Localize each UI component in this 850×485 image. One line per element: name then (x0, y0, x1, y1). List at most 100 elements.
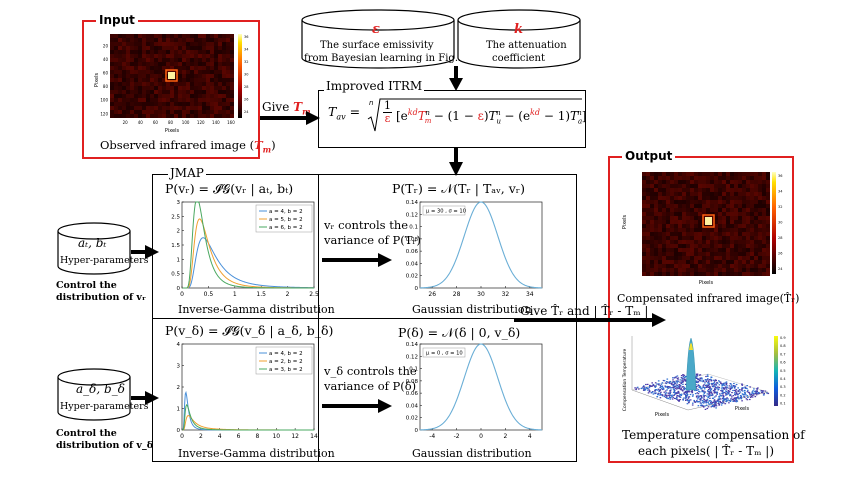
heatmap-cell (658, 236, 662, 240)
heatmap-cell (662, 220, 666, 224)
heatmap-cell (158, 58, 162, 62)
surface-point (725, 383, 728, 386)
surface-point (670, 383, 673, 385)
surface-point (683, 392, 686, 394)
surface-colorbar-tick: 0.1 (780, 402, 786, 406)
heatmap-cell (182, 90, 186, 94)
heatmap-cell (702, 180, 706, 184)
surface-point (730, 394, 732, 396)
itrm-bracket-expression: [ekdTmn − (1 − ε)Tun − (ekd − 1)Tan] (396, 108, 587, 126)
heatmap-cell (658, 260, 662, 264)
heatmap-cell (686, 188, 690, 192)
heatmap-cell (690, 208, 694, 212)
surface-point (766, 392, 768, 394)
heatmap-cell (702, 220, 706, 224)
heatmap-cell (666, 212, 670, 216)
heatmap-cell (230, 58, 234, 62)
heatmap-cell (190, 34, 194, 38)
heatmap-cell (174, 94, 178, 98)
surface-point (708, 383, 711, 385)
arrow-bottom-label: v_δ controls the variance of P(δ) (324, 364, 417, 393)
heatmap-cell (658, 176, 662, 180)
surface-point (672, 377, 674, 379)
heatmap-cell (674, 184, 678, 188)
heatmap-cell (754, 232, 758, 236)
chart-xtick-label: 6 (237, 433, 241, 440)
heatmap-cell (686, 184, 690, 188)
chart-xtick-label: 30 (477, 291, 485, 298)
surface-point (650, 391, 653, 394)
chart-ytick-label: 0.02 (406, 274, 418, 280)
heatmap-cell (758, 192, 762, 196)
heatmap-cell (730, 264, 734, 268)
heatmap-cell (726, 176, 730, 180)
heatmap-cell (214, 50, 218, 54)
surface-point (662, 388, 665, 390)
heatmap-cell (646, 188, 650, 192)
heatmap-cell (138, 102, 142, 106)
heatmap-cell (710, 224, 714, 228)
heatmap-cell (722, 264, 726, 268)
heatmap-cell (642, 172, 646, 176)
surface-point (729, 393, 731, 396)
heatmap-cell (738, 216, 742, 220)
heatmap-cell (746, 200, 750, 204)
heatmap-cell (194, 74, 198, 78)
heatmap-cell (754, 188, 758, 192)
heatmap-cell (710, 268, 714, 272)
heatmap-cell (166, 46, 170, 50)
surface-point (671, 384, 673, 386)
surface-point (714, 386, 716, 388)
heatmap-cell (114, 50, 118, 54)
heatmap-cell (694, 200, 698, 204)
heatmap-cell (738, 236, 742, 240)
heatmap-cell (714, 252, 718, 256)
surface-point (698, 387, 701, 389)
heatmap-cell (202, 114, 206, 118)
heatmap-cell (126, 82, 130, 86)
heatmap-cell (118, 46, 122, 50)
heatmap-cell (166, 94, 170, 98)
heatmap-cell (658, 240, 662, 244)
heatmap-cell (702, 244, 706, 248)
heatmap-cell (706, 268, 710, 272)
heatmap-cell (214, 102, 218, 106)
heatmap-cell (706, 232, 710, 236)
chart-ytick-label: 0.02 (406, 416, 418, 422)
heatmap-cell (198, 98, 202, 102)
surface-point (684, 398, 687, 400)
heatmap-cell (690, 228, 694, 232)
heatmap-cell (670, 204, 674, 208)
heatmap-cell (762, 212, 766, 216)
surface-point (673, 389, 676, 391)
heatmap-cell (110, 34, 114, 38)
heatmap-cell (170, 98, 174, 102)
heatmap-cell (738, 212, 742, 216)
heatmap-cell (142, 106, 146, 110)
heatmap-cell (714, 172, 718, 176)
heatmap-cell (698, 188, 702, 192)
chart-series-line (182, 237, 315, 289)
surface-point (680, 381, 683, 383)
surface-point (754, 390, 756, 392)
heatmap-cell (738, 260, 742, 264)
heatmap-cell (646, 268, 650, 272)
heatmap-cell (230, 74, 234, 78)
heatmap-cell (214, 42, 218, 46)
surface-point (713, 380, 716, 382)
surface-point (659, 394, 661, 396)
surface-point (651, 382, 653, 384)
heatmap-cell (218, 54, 222, 58)
heatmap-cell (214, 86, 218, 90)
heatmap-cell (650, 208, 654, 212)
heatmap-cell (722, 248, 726, 252)
heatmap-cell (666, 196, 670, 200)
heatmap-cell (170, 78, 174, 82)
surface-point (728, 385, 731, 387)
heatmap-cell (182, 74, 186, 78)
heatmap-cell (178, 58, 182, 62)
surface-point (686, 395, 689, 397)
heatmap-cell (118, 66, 122, 70)
heatmap-cell (694, 268, 698, 272)
output-colorbar-tick: 30 (778, 221, 782, 225)
